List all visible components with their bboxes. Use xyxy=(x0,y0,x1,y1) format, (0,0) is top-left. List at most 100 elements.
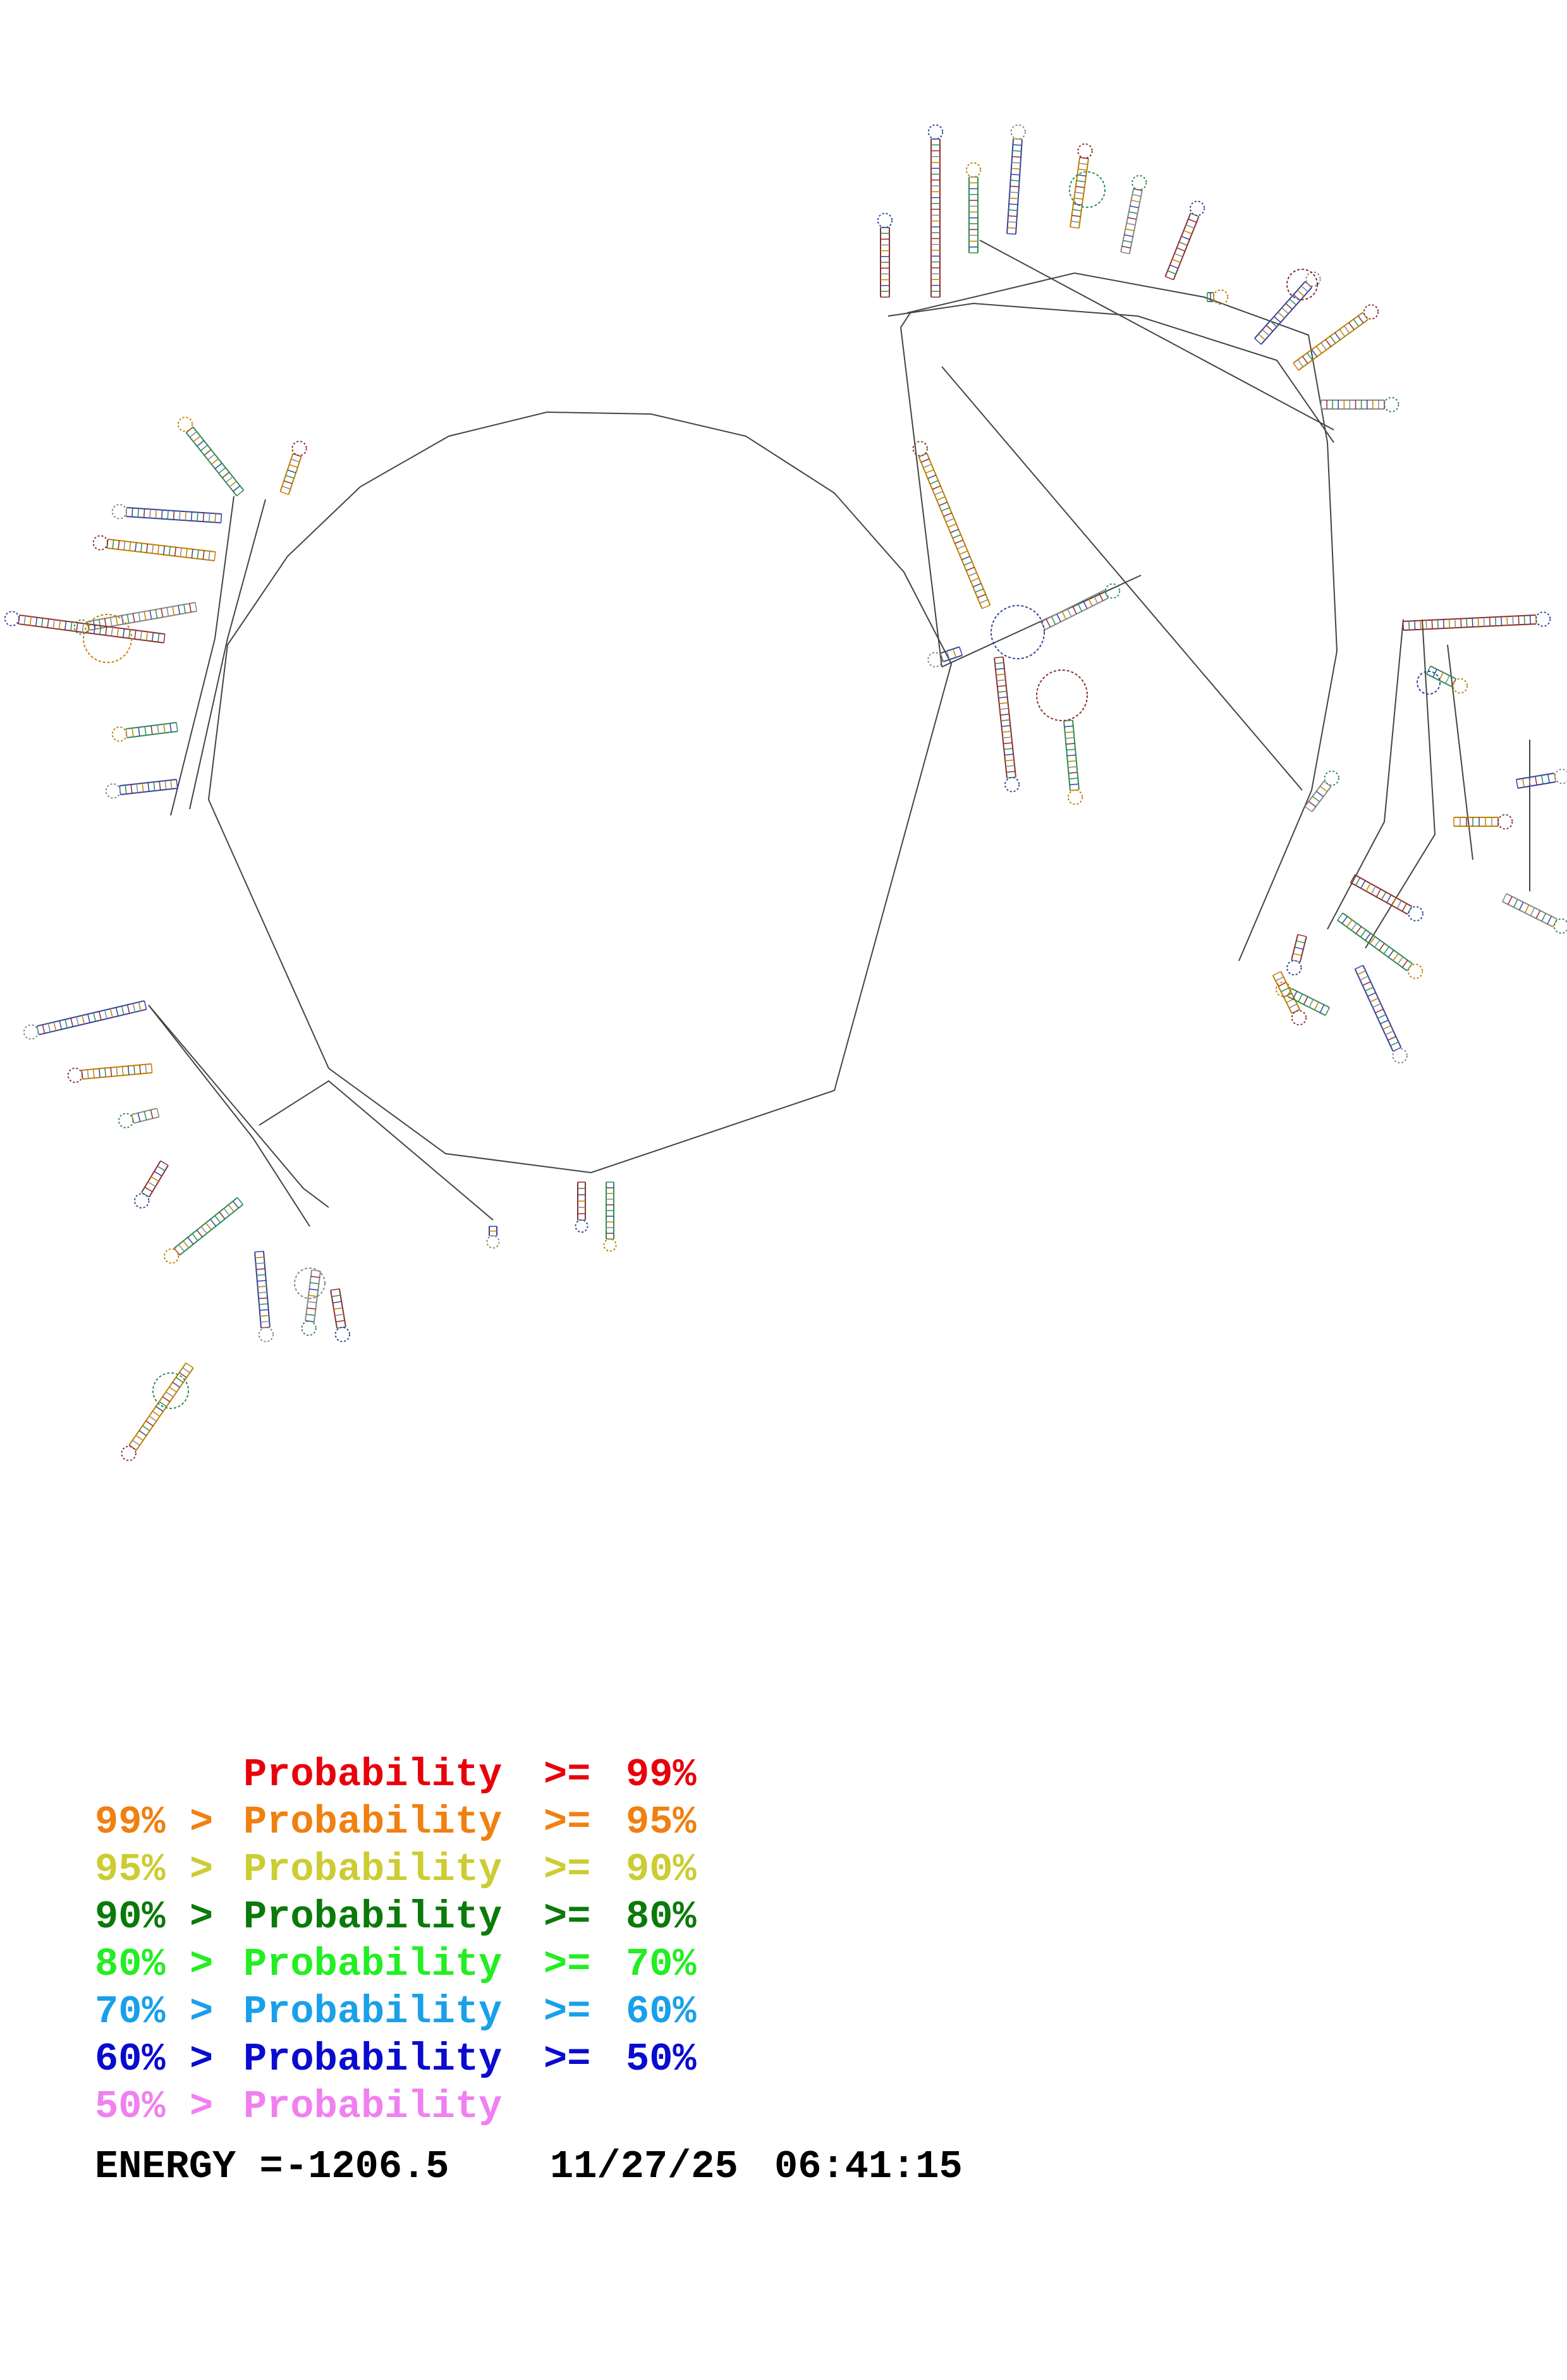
hairpin-loop xyxy=(105,783,121,799)
base-pair xyxy=(145,1420,154,1427)
base-pair xyxy=(979,599,989,604)
base-pair xyxy=(963,561,973,566)
base-pair xyxy=(223,1208,230,1216)
legend-greater-equal: >= xyxy=(544,2037,591,2082)
base-pair xyxy=(1408,621,1410,630)
base-pair xyxy=(930,480,939,485)
base-pair xyxy=(146,544,149,553)
base-pair xyxy=(1075,192,1084,194)
base-pair xyxy=(205,1223,212,1230)
legend-greater-than: > xyxy=(190,2084,214,2129)
connector-line xyxy=(1238,790,1312,961)
base-pair xyxy=(1346,919,1353,927)
base-pair xyxy=(1355,965,1363,970)
base-pair xyxy=(111,627,113,637)
base-pair xyxy=(1360,975,1369,980)
base-pair xyxy=(138,1002,142,1011)
stem-strand xyxy=(1260,286,1312,345)
base-pair xyxy=(156,1108,160,1117)
base-pair xyxy=(927,474,937,479)
helix-stem xyxy=(1291,934,1307,963)
base-pair xyxy=(259,1303,268,1305)
base-pair xyxy=(163,724,166,733)
legend-row: 80% > Probability >= 70% xyxy=(95,1941,1043,1988)
base-pair xyxy=(214,551,216,561)
base-pair xyxy=(1362,312,1369,320)
base-pair xyxy=(135,1435,143,1441)
base-pair xyxy=(1181,236,1190,240)
base-pair xyxy=(1375,889,1381,898)
legend-label: Probability xyxy=(243,2084,503,2129)
base-pair xyxy=(1262,329,1270,336)
base-pair xyxy=(140,631,142,640)
base-pair xyxy=(1066,748,1076,751)
base-pair xyxy=(144,1187,153,1192)
hairpin-loop xyxy=(1275,981,1291,998)
legend-lower-bound: 90% xyxy=(95,1895,166,1939)
stem-strand xyxy=(279,453,294,492)
helix-stem xyxy=(119,779,178,795)
base-pair xyxy=(1002,731,1011,733)
base-pair xyxy=(1325,1007,1330,1016)
legend-greater-than: > xyxy=(190,2037,214,2082)
legend-row: 50% > Probability xyxy=(95,2083,1043,2130)
connector-line xyxy=(887,302,1334,443)
stem-strand xyxy=(1403,623,1537,631)
helix-stem xyxy=(606,1181,614,1240)
base-pair xyxy=(159,1401,167,1407)
legend-greater-than: > xyxy=(190,1942,214,1987)
helix-stem xyxy=(1304,781,1332,812)
helix-stem xyxy=(1426,665,1456,688)
base-pair xyxy=(1406,963,1413,972)
helix-stem xyxy=(1287,987,1330,1016)
base-pair xyxy=(1070,226,1080,229)
stem-strand xyxy=(1173,216,1200,280)
hairpin-loop xyxy=(1189,200,1205,216)
helix-stem xyxy=(106,539,216,561)
base-pair xyxy=(1126,223,1136,226)
base-pair xyxy=(287,469,296,473)
hairpin-loop xyxy=(1213,289,1229,305)
base-pair xyxy=(214,1215,221,1223)
base-pair xyxy=(1051,616,1056,625)
legend-lower-bound: 99% xyxy=(95,1800,166,1845)
base-pair xyxy=(145,632,149,641)
base-pair xyxy=(289,464,298,468)
base-pair xyxy=(169,723,172,733)
base-pair xyxy=(59,1020,63,1030)
base-pair xyxy=(147,1181,156,1187)
stem-strand xyxy=(1342,912,1413,965)
helix-stem xyxy=(1516,772,1556,789)
hairpin-loop xyxy=(111,504,128,520)
base-pair xyxy=(138,727,140,736)
base-pair xyxy=(336,1320,345,1322)
base-pair xyxy=(1339,329,1346,337)
helix-stems xyxy=(18,138,1558,1451)
base-pair xyxy=(162,546,166,555)
base-pair xyxy=(1387,1036,1396,1041)
base-pair xyxy=(1296,290,1305,297)
base-pair xyxy=(219,1211,226,1219)
base-pair xyxy=(1454,619,1456,628)
base-pair xyxy=(143,1111,147,1120)
base-pair xyxy=(260,1315,269,1317)
base-pair xyxy=(1289,298,1297,305)
connector-line xyxy=(148,1004,329,1208)
hairpin-loop xyxy=(877,212,893,228)
base-pair xyxy=(1513,899,1518,908)
hairpin-loop xyxy=(1324,770,1339,786)
base-pair xyxy=(195,602,197,612)
base-pair xyxy=(1000,713,1009,716)
base-pair xyxy=(1383,946,1390,955)
base-pair xyxy=(99,625,102,635)
base-pair xyxy=(1011,162,1021,164)
base-pair xyxy=(950,528,959,534)
base-pair xyxy=(192,1233,198,1242)
helix-stem xyxy=(1320,400,1385,410)
base-pair xyxy=(1078,162,1088,165)
stem-strand xyxy=(39,1008,147,1035)
stem-strand xyxy=(37,1000,145,1027)
hairpin-loop xyxy=(1104,583,1121,599)
hairpin-loop xyxy=(1553,918,1567,934)
base-pair xyxy=(307,1301,317,1303)
